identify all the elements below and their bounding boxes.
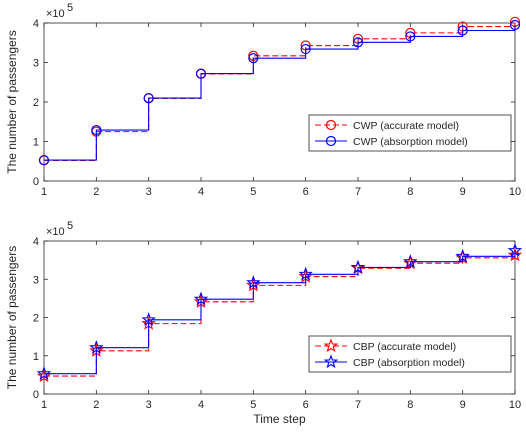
data-point <box>403 254 418 268</box>
x-tick-label: 5 <box>250 186 256 198</box>
y-tick-label: 3 <box>33 274 39 286</box>
x-tick-label: 9 <box>460 186 466 198</box>
legend: CWP (accurate model) CWP (absorption mode… <box>308 114 512 152</box>
x-axis-label: Time step <box>253 412 306 426</box>
x-tick-label: 10 <box>509 399 521 411</box>
data-point <box>36 366 52 380</box>
x-tick-label: 6 <box>303 186 309 198</box>
x-tick-label: 9 <box>460 399 466 411</box>
x-tick-label: 3 <box>146 186 152 198</box>
y-exponent-label: ×10 <box>46 8 65 20</box>
axes-box <box>43 22 516 182</box>
data-point <box>141 312 156 326</box>
data-point <box>246 275 261 289</box>
x-tick-label: 7 <box>355 186 361 198</box>
legend-box <box>308 335 512 373</box>
x-tick-label: 8 <box>407 186 413 198</box>
y-tick-label: 0 <box>33 389 39 401</box>
data-point <box>91 124 102 136</box>
data-point <box>248 53 259 64</box>
y-exponent-power: 5 <box>67 2 73 14</box>
data-point <box>509 19 521 31</box>
x-tick-label: 4 <box>198 186 204 198</box>
data-point <box>455 248 470 263</box>
series-line <box>44 255 516 377</box>
legend-label: CBP (absorption model) <box>353 357 465 369</box>
series-line <box>44 250 516 375</box>
legend-label: CWP (absorption model) <box>353 136 468 148</box>
data-point <box>298 266 313 281</box>
data-point <box>405 31 416 42</box>
data-point <box>350 259 366 274</box>
x-tick-label: 2 <box>93 186 99 198</box>
legend-marker <box>323 338 339 353</box>
legend-label: CWP (accurate model) <box>353 120 459 132</box>
data-point <box>89 340 104 354</box>
x-tick-label: 10 <box>509 186 521 198</box>
x-tick-label: 8 <box>407 399 413 411</box>
y-tick-label: 2 <box>33 313 39 325</box>
series-2 <box>36 242 523 380</box>
series-2 <box>38 19 521 166</box>
data-point <box>352 37 364 48</box>
x-tick-label: 1 <box>41 399 47 411</box>
data-point <box>143 92 154 104</box>
y-axis-label: The number of passengers <box>5 30 19 173</box>
y-exponent-label: ×10 <box>46 226 65 238</box>
data-point <box>507 247 523 262</box>
x-tick-label: 5 <box>250 399 256 411</box>
x-tick-label: 1 <box>41 186 47 198</box>
y-tick-label: 1 <box>33 351 39 363</box>
legend: CBP (accurate model) CBP (absorption mode… <box>308 335 512 373</box>
legend-marker <box>323 354 339 369</box>
data-point <box>507 242 523 257</box>
y-tick-label: 2 <box>33 97 39 109</box>
data-point <box>300 43 311 55</box>
y-exponent-power: 5 <box>67 220 73 232</box>
data-point <box>457 25 468 36</box>
x-tick-label: 2 <box>93 399 99 411</box>
y-tick-label: 4 <box>33 18 39 30</box>
legend-label: CBP (accurate model) <box>353 341 456 353</box>
legend-marker <box>325 119 337 131</box>
data-point <box>193 291 209 306</box>
legend-box <box>308 114 512 152</box>
y-tick-label: 4 <box>33 236 39 248</box>
y-tick-label: 1 <box>33 137 39 149</box>
x-tick-label: 6 <box>303 399 309 411</box>
y-tick-label: 3 <box>33 58 39 70</box>
series-line <box>44 24 516 161</box>
data-point <box>38 154 50 166</box>
x-tick-label: 7 <box>355 399 361 411</box>
y-tick-label: 0 <box>33 176 39 188</box>
legend-marker <box>325 135 337 147</box>
x-tick-label: 3 <box>146 399 152 411</box>
data-point <box>195 68 207 79</box>
x-tick-label: 4 <box>198 399 204 411</box>
y-axis-label: The number of passengers <box>5 246 19 389</box>
